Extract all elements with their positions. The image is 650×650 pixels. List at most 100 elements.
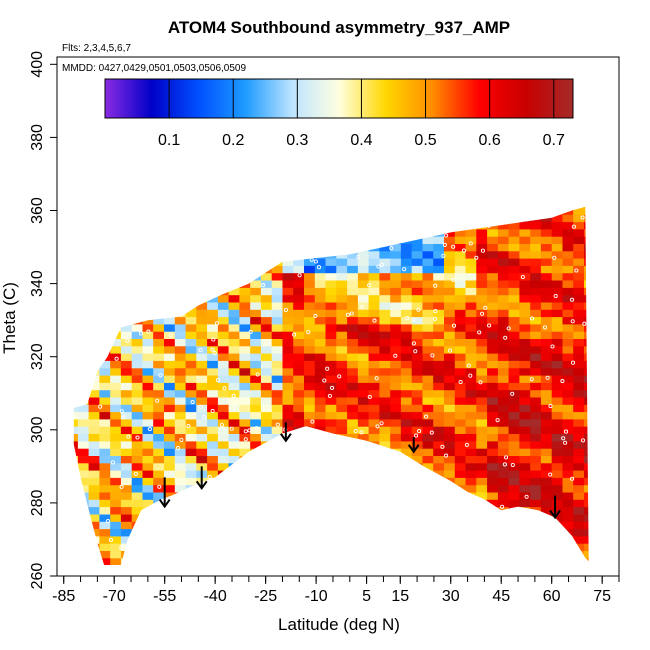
sample-point	[548, 404, 553, 409]
heat-cell	[120, 287, 133, 296]
heat-cell	[73, 258, 79, 266]
heat-cell	[423, 565, 434, 573]
heat-cell	[304, 484, 316, 493]
heat-cell	[400, 250, 413, 259]
heat-cell	[540, 206, 553, 208]
heat-cell	[271, 550, 284, 559]
heat-cell	[433, 206, 445, 215]
heat-cell	[260, 550, 273, 559]
heat-cell	[131, 543, 144, 551]
sample-point	[542, 325, 548, 330]
heat-cell	[433, 316, 445, 325]
heat-cell	[239, 484, 251, 493]
heat-cell	[88, 243, 100, 252]
sample-point	[372, 563, 377, 565]
heat-cell	[260, 265, 273, 274]
heat-cell	[250, 513, 262, 522]
sample-point	[480, 311, 485, 316]
heat-cell	[540, 455, 553, 464]
heat-cell	[271, 331, 284, 339]
heat-cell	[540, 294, 553, 303]
heat-cell	[519, 206, 531, 215]
heat-cell	[390, 221, 402, 230]
sample-point	[261, 505, 266, 510]
heat-cell	[487, 375, 499, 383]
heat-cell	[508, 323, 520, 332]
heat-cell	[250, 228, 262, 237]
heat-cell	[88, 316, 100, 325]
heat-cell	[562, 214, 574, 223]
heat-cell	[314, 506, 327, 515]
heat-cell	[228, 396, 240, 405]
heat-cell	[250, 301, 262, 310]
heat-cell	[433, 462, 445, 471]
heat-cell	[207, 426, 219, 434]
heat-cell	[88, 301, 100, 310]
heat-cell	[120, 243, 133, 252]
heat-cell	[368, 206, 380, 208]
heat-cell	[293, 565, 304, 573]
heat-cell	[110, 513, 122, 522]
heat-cell	[120, 221, 133, 230]
heat-cell	[153, 250, 165, 259]
sample-point	[369, 226, 374, 232]
heat-cell	[584, 294, 589, 303]
heat-cell	[260, 448, 273, 456]
heat-cell	[314, 280, 327, 288]
heat-cell	[519, 214, 531, 223]
heat-cell	[110, 236, 122, 244]
sample-point	[313, 259, 318, 264]
heat-cell	[282, 323, 294, 332]
heat-cell	[164, 206, 176, 215]
heat-cell	[476, 353, 488, 361]
sample-point	[125, 338, 130, 343]
heat-cell	[497, 258, 510, 266]
heat-cell	[497, 455, 510, 464]
heat-cell	[314, 484, 327, 493]
heat-cell	[336, 316, 348, 325]
heat-cell	[293, 543, 305, 551]
heat-cell	[530, 506, 542, 515]
heat-cell	[282, 411, 294, 420]
heat-cell	[422, 521, 434, 530]
heat-cell	[551, 506, 564, 515]
heat-cell	[519, 250, 531, 259]
heat-cell	[379, 360, 391, 369]
heat-cell	[185, 301, 197, 310]
heat-cell	[174, 426, 187, 434]
heat-cell	[519, 272, 531, 281]
heat-cell	[454, 309, 467, 318]
heat-cell	[422, 440, 434, 449]
heat-cell	[573, 506, 585, 515]
heat-cell	[164, 477, 176, 486]
sample-point	[510, 462, 515, 468]
heat-cell	[551, 448, 564, 456]
heat-cell	[88, 418, 100, 427]
heat-cell	[347, 375, 359, 383]
heat-cell	[196, 426, 208, 434]
heat-cell	[390, 294, 402, 303]
sample-point	[86, 260, 91, 265]
sample-point	[158, 373, 163, 378]
heat-cell	[497, 543, 510, 551]
heat-cell	[379, 550, 391, 559]
heat-cell	[271, 236, 284, 244]
heat-cell	[217, 484, 230, 493]
heat-cell	[207, 265, 219, 274]
heat-cell	[164, 243, 176, 252]
heat-cell	[185, 521, 197, 530]
heat-cell	[77, 396, 90, 405]
heat-cell	[250, 557, 262, 565]
heat-cell	[131, 528, 144, 537]
heat-cell	[509, 565, 520, 573]
sample-point	[349, 224, 354, 229]
sample-point	[146, 329, 151, 334]
heat-cell	[196, 543, 208, 551]
heat-cell	[131, 375, 144, 383]
heat-cell	[573, 455, 585, 464]
heat-cell	[519, 396, 531, 405]
heat-cell	[142, 316, 154, 325]
heat-cell	[142, 491, 154, 500]
heat-cell	[476, 375, 488, 383]
heat-cell	[422, 557, 434, 565]
